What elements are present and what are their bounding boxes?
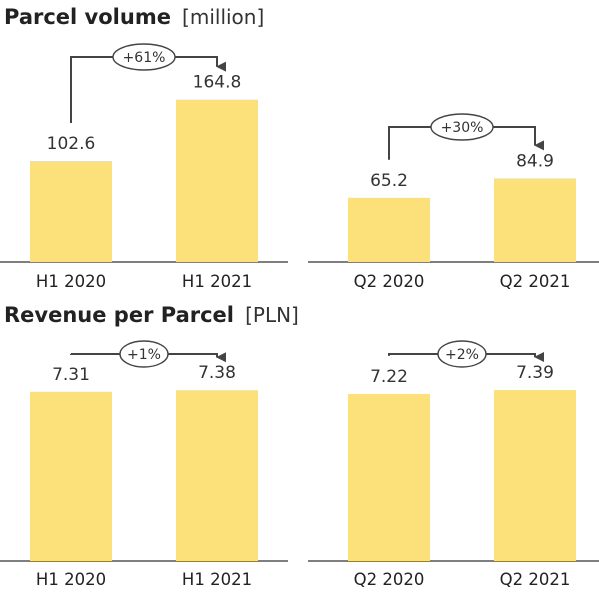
bar-h1-2020 — [30, 161, 112, 262]
data-label: 65.2 — [370, 171, 408, 191]
data-label: 7.31 — [52, 365, 90, 385]
bar-h1-2020 — [30, 392, 112, 561]
bar-h1-2021 — [176, 390, 258, 561]
change-label: +30% — [441, 120, 484, 136]
chart-1-title-main: Parcel volume — [4, 5, 171, 29]
data-label: 164.8 — [193, 73, 242, 93]
x-tick-label: Q2 2020 — [354, 272, 425, 291]
x-tick-label: Q2 2021 — [500, 570, 571, 589]
change-label: +1% — [127, 347, 161, 363]
chart-2-title-unit: [PLN] — [245, 303, 299, 327]
x-tick-label: Q2 2020 — [354, 570, 425, 589]
revenue-per-parcel-chart: 7.31 H1 2020 7.38 H1 2021 7.22 Q2 2020 7.39 Q2 … — [0, 341, 599, 589]
bar-q2-2020 — [348, 198, 430, 262]
x-tick-label: Q2 2021 — [500, 272, 571, 291]
chart-2-title: Revenue per Parcel [PLN] — [4, 303, 299, 327]
data-label: 7.38 — [198, 363, 236, 383]
chart-1-title: Parcel volume [million] — [4, 5, 264, 29]
bar-q2-2021 — [494, 178, 576, 262]
change-label: +61% — [123, 50, 166, 66]
parcel-volume-chart: 102.6 H1 2020 164.8 H1 2021 65.2 Q2 2020 84.9 Q… — [0, 44, 599, 291]
x-tick-label: H1 2021 — [182, 570, 252, 589]
x-tick-label: H1 2020 — [36, 272, 106, 291]
chart-1-title-unit: [million] — [182, 5, 264, 29]
data-label: 7.39 — [516, 363, 554, 383]
x-tick-label: H1 2020 — [36, 570, 106, 589]
data-label: 102.6 — [47, 134, 96, 154]
data-label: 84.9 — [516, 151, 554, 171]
bar-q2-2021 — [494, 390, 576, 561]
data-label: 7.22 — [370, 367, 408, 387]
chart-2-title-main: Revenue per Parcel — [4, 303, 234, 327]
bar-q2-2020 — [348, 394, 430, 561]
x-tick-label: H1 2021 — [182, 272, 252, 291]
bar-h1-2021 — [176, 100, 258, 262]
change-label: +2% — [445, 347, 479, 363]
